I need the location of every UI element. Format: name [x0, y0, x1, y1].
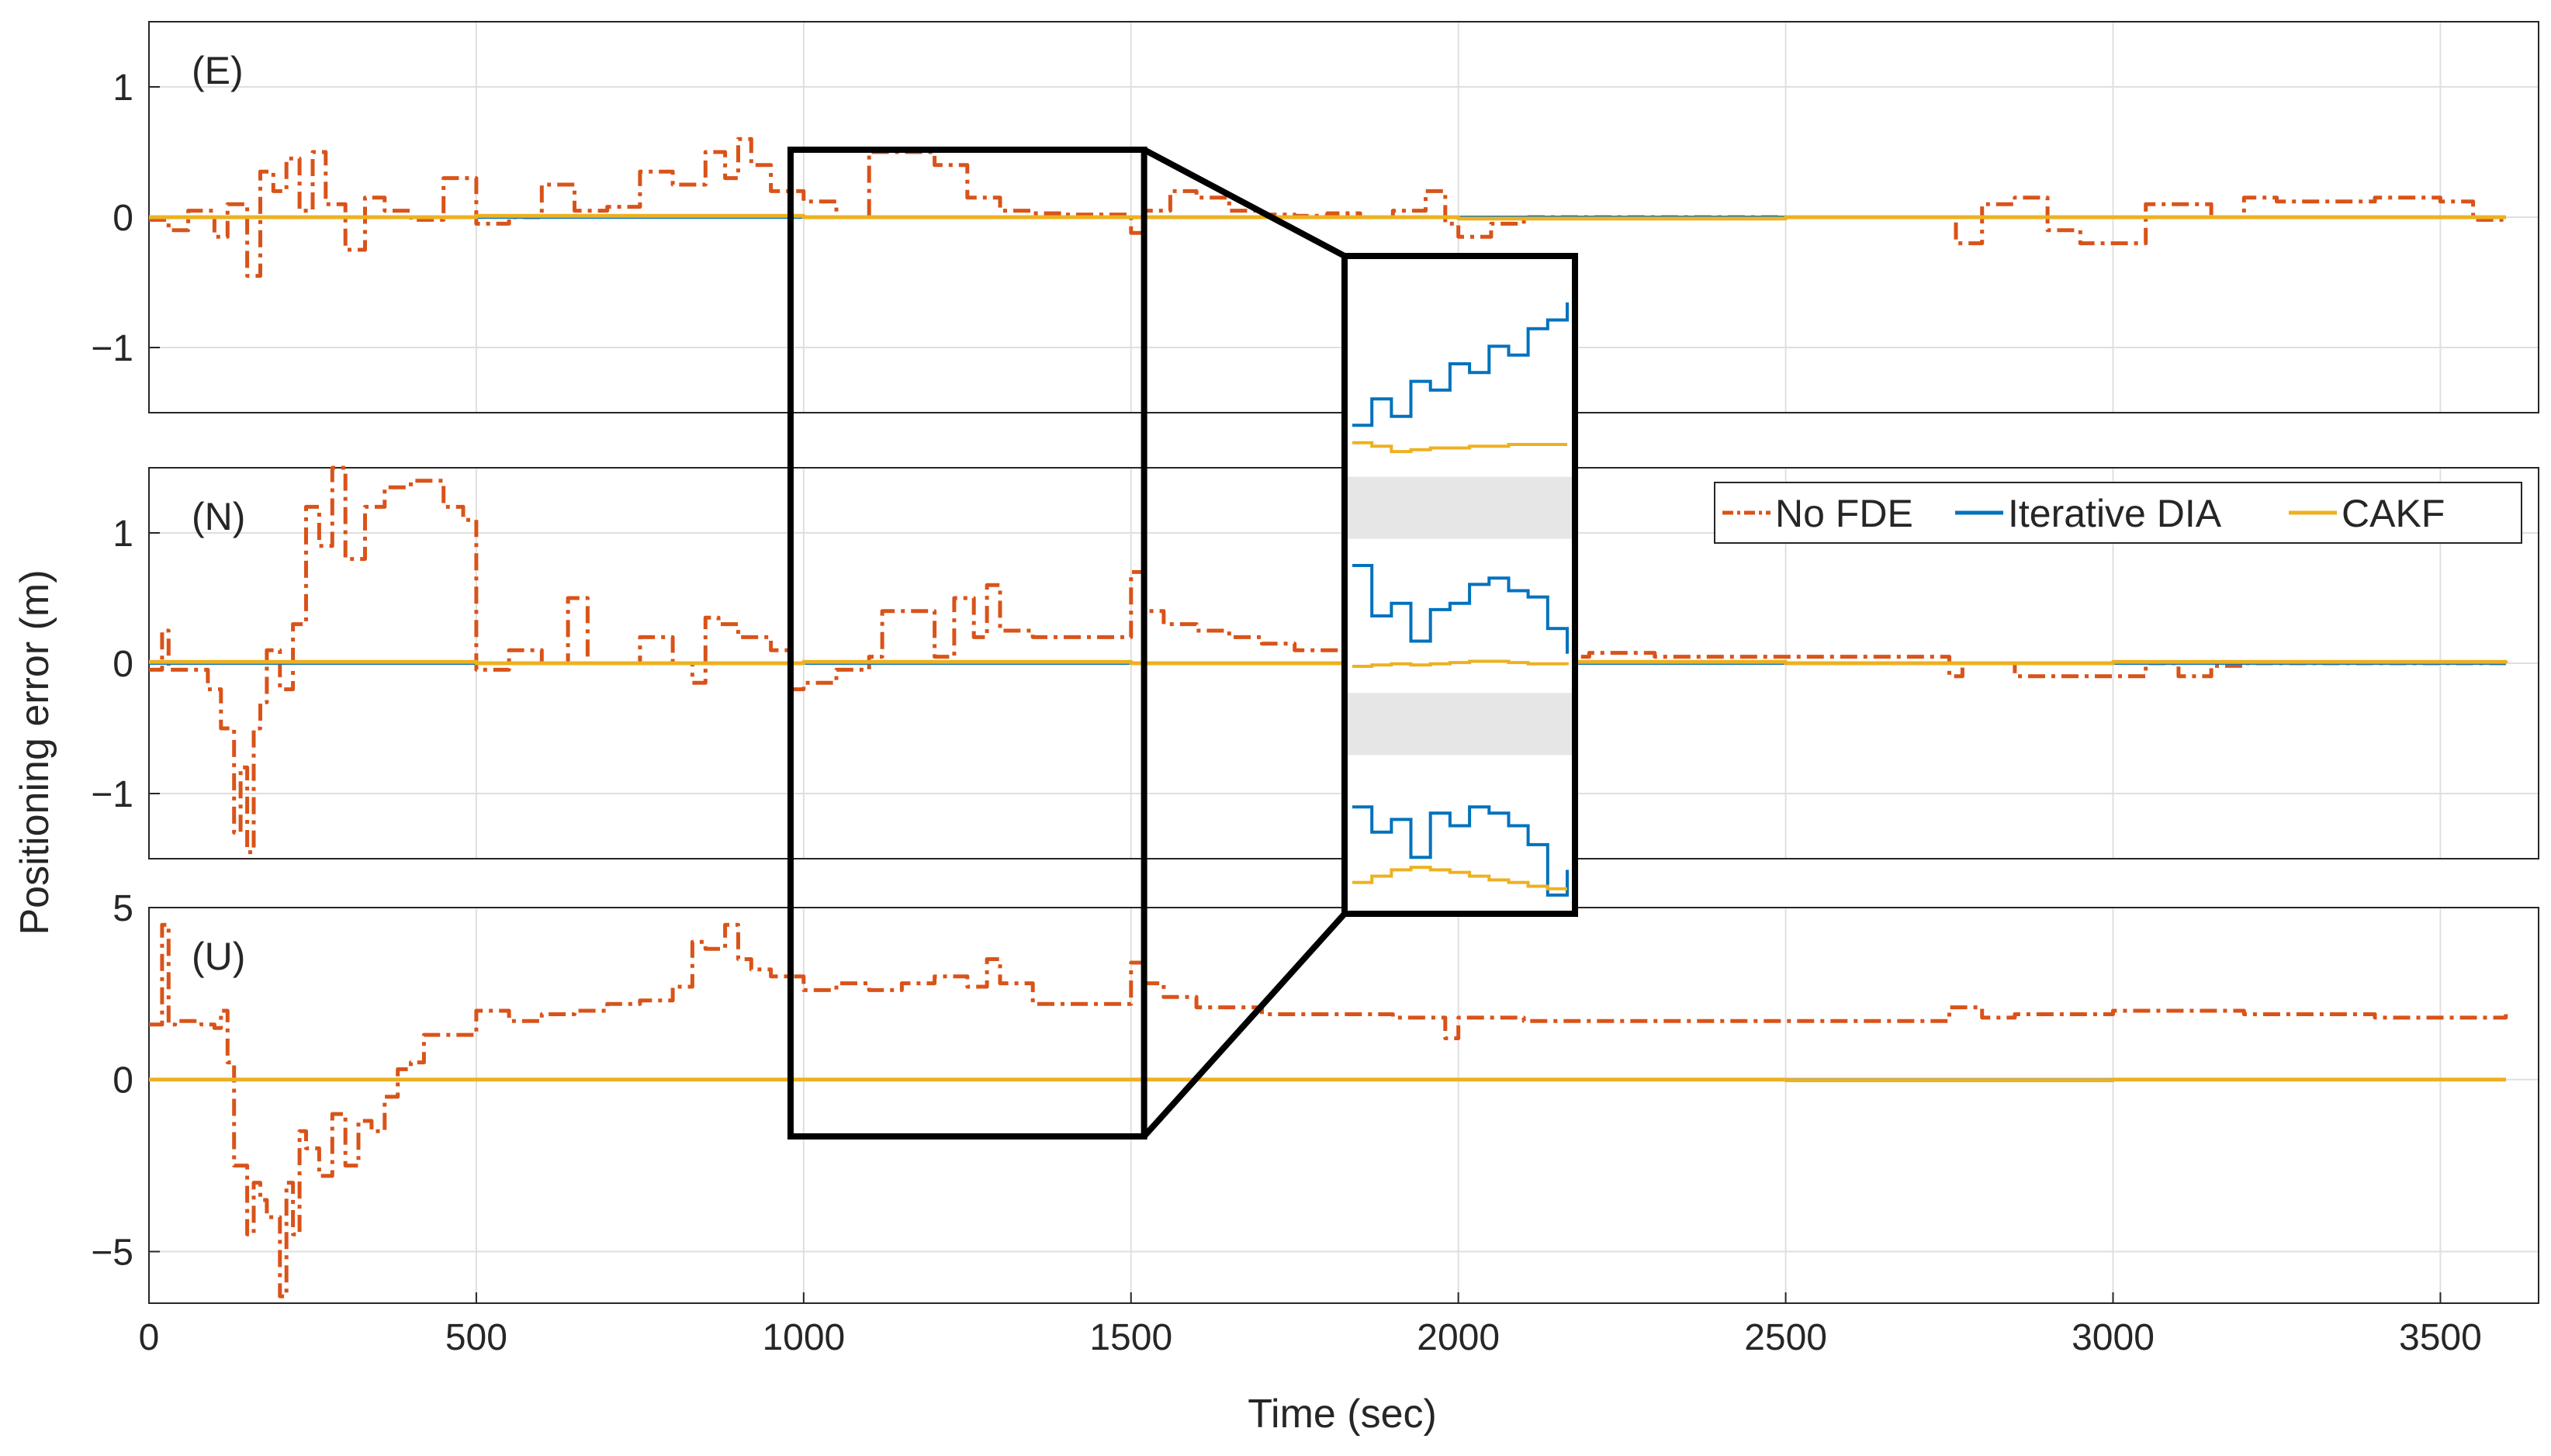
- inset-frame: [1341, 253, 1578, 917]
- inset-gap-band: [1348, 693, 1572, 756]
- panel-1-ytick-label: −1: [91, 328, 133, 369]
- legend-label-no-fde: No FDE: [1775, 492, 1913, 535]
- panel-3-line-no-fde: [149, 922, 2508, 1299]
- xtick-label: 2500: [1744, 1317, 1827, 1358]
- inset-row-1-line-cakf: [1352, 441, 1567, 454]
- panel-3-line-cakf: [149, 1077, 2506, 1083]
- legend-label-iterative-dia: Iterative DIA: [2008, 492, 2222, 535]
- x-axis-title: Time (sec): [1248, 1392, 1437, 1437]
- panel-3-series-group: [149, 922, 2508, 1299]
- zoom-connector-bottom: [1141, 911, 1347, 1139]
- axes-layer: −1 0 1 (E) −1 0 1 (N) −5 0 5 (U) 0 500 1000 1500 2000 250…: [91, 21, 2539, 1358]
- panel-3-ytick-label: 0: [112, 1060, 133, 1102]
- xtick-label: 500: [445, 1317, 507, 1358]
- panel-3-ytick-label: 5: [112, 888, 133, 929]
- panel-1-line-cakf: [149, 213, 2506, 221]
- panel-2-ytick-label: 0: [112, 644, 133, 685]
- panel-2-ytick-label: −1: [91, 774, 133, 815]
- xtick-label: 1500: [1089, 1317, 1172, 1358]
- panel-3-ytick-label: −5: [91, 1232, 133, 1273]
- inset-row-3-line-iterative-dia: [1352, 805, 1569, 897]
- y-axis-title: Positioning error (m): [12, 569, 57, 935]
- legend-box: [1714, 482, 2522, 544]
- legend: No FDE Iterative DIA CAKF: [1714, 482, 2522, 544]
- inset-background: [1345, 256, 1575, 914]
- panel-2-line-no-fde: [149, 465, 2506, 855]
- zoom-connector-top: [1142, 147, 1346, 259]
- xtick-label: 3000: [2072, 1317, 2155, 1358]
- panel-3-label: (U): [192, 935, 245, 978]
- panel-1-line-no-fde: [149, 137, 2508, 278]
- panel-1-ytick-label: 0: [112, 198, 133, 239]
- zoom-region-box: [787, 147, 1147, 1140]
- xtick-label: 0: [139, 1317, 160, 1358]
- legend-label-cakf: CAKF: [2342, 492, 2445, 535]
- inset-gap-band: [1348, 476, 1572, 539]
- inset-row-2-line-cakf: [1352, 659, 1569, 668]
- panel-2-line-cakf: [149, 659, 2508, 666]
- inset-row-3-line-cakf: [1352, 866, 1567, 891]
- panel-1-ytick-label: 1: [112, 67, 133, 109]
- zoom-layer: [787, 147, 1578, 1140]
- inset-row-2-line-iterative-dia: [1352, 564, 1569, 654]
- xtick-label: 3500: [2399, 1317, 2482, 1358]
- inset-row-1-line-iterative-dia: [1352, 302, 1569, 427]
- panel-1-series-group: [149, 137, 2508, 278]
- panel-3-plot-area: [149, 908, 2539, 1303]
- panel-1-label: (E): [192, 49, 244, 92]
- panel-2-ytick-label: 1: [112, 514, 133, 555]
- xtick-label: 1000: [762, 1317, 845, 1358]
- panel-2-label: (N): [192, 495, 245, 538]
- xtick-label: 2000: [1417, 1317, 1500, 1358]
